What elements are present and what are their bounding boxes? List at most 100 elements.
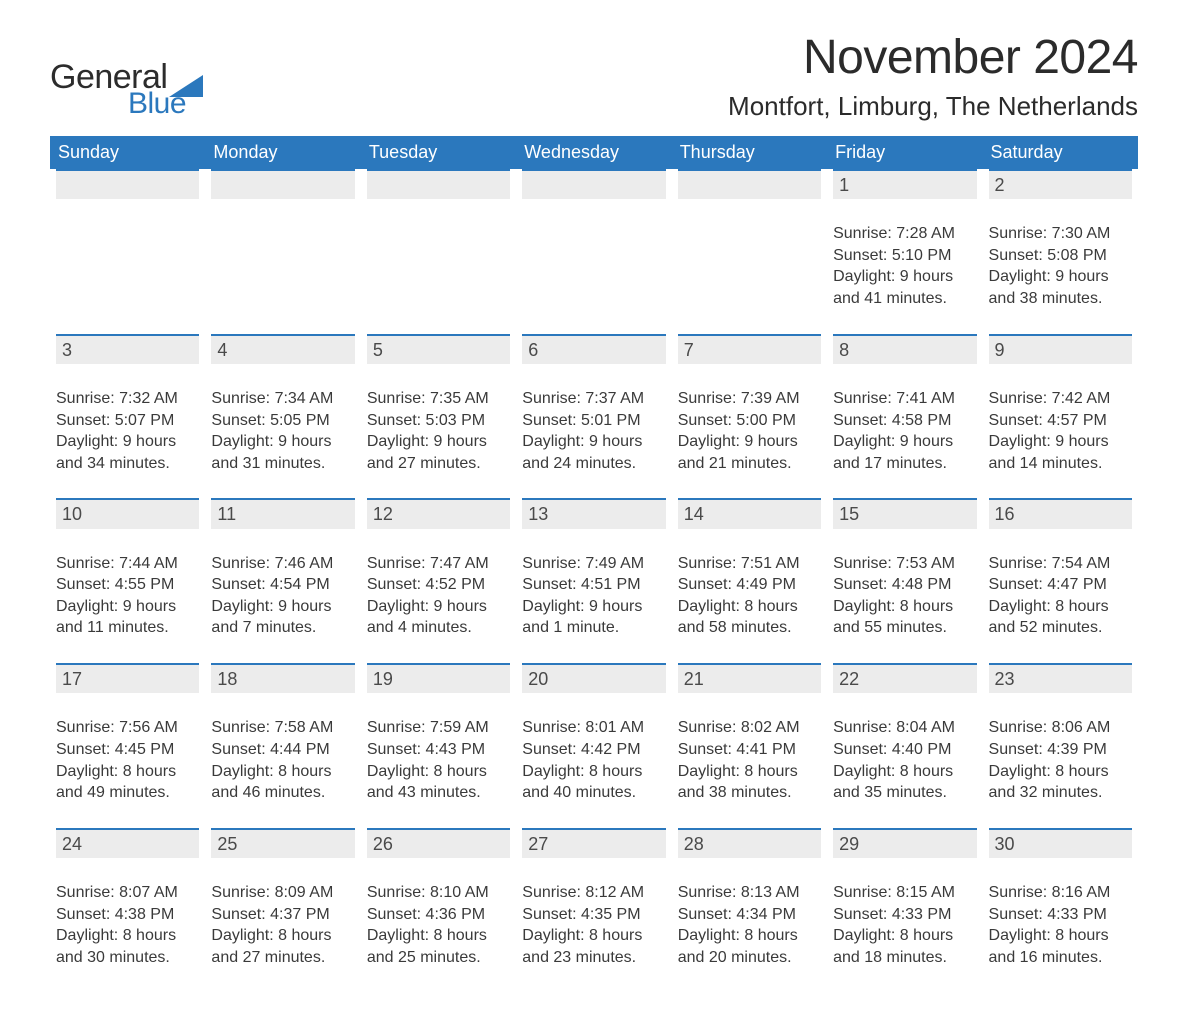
day-sunrise: Sunrise: 7:42 AM (989, 388, 1132, 410)
page-title: November 2024 (728, 30, 1138, 85)
day-sunset: Sunset: 4:48 PM (833, 574, 976, 596)
day-dl1: Daylight: 8 hours (367, 761, 510, 783)
day-number (56, 169, 199, 199)
day-sunrise: Sunrise: 8:10 AM (367, 882, 510, 904)
day-dl2: and 24 minutes. (522, 453, 665, 475)
day-sunrise: Sunrise: 8:12 AM (522, 882, 665, 904)
calendar-daynum-cell: 28 (672, 828, 827, 882)
day-dl1: Daylight: 8 hours (989, 761, 1132, 783)
day-dl1: Daylight: 8 hours (522, 925, 665, 947)
day-dl2: and 16 minutes. (989, 947, 1132, 969)
calendar-day-cell: Sunrise: 7:47 AMSunset: 4:52 PMDaylight:… (361, 553, 516, 663)
calendar-day-cell: Sunrise: 8:10 AMSunset: 4:36 PMDaylight:… (361, 882, 516, 992)
calendar-daynum-cell: 3 (50, 334, 205, 388)
calendar-day-header: Tuesday (361, 136, 516, 169)
day-sunrise: Sunrise: 8:04 AM (833, 717, 976, 739)
day-dl1: Daylight: 9 hours (989, 266, 1132, 288)
day-dl2: and 46 minutes. (211, 782, 354, 804)
day-sunrise: Sunrise: 8:02 AM (678, 717, 821, 739)
calendar-day-cell (50, 223, 205, 333)
day-number (211, 169, 354, 199)
day-sunset: Sunset: 4:36 PM (367, 904, 510, 926)
day-sunset: Sunset: 4:39 PM (989, 739, 1132, 761)
calendar-daynum-cell: 22 (827, 663, 982, 717)
calendar-daynum-cell: 27 (516, 828, 671, 882)
day-sunrise: Sunrise: 7:39 AM (678, 388, 821, 410)
calendar-day-cell: Sunrise: 7:32 AMSunset: 5:07 PMDaylight:… (50, 388, 205, 498)
day-dl1: Daylight: 8 hours (367, 925, 510, 947)
calendar-daynum-cell: 4 (205, 334, 360, 388)
day-sunset: Sunset: 5:01 PM (522, 410, 665, 432)
day-dl2: and 7 minutes. (211, 617, 354, 639)
calendar-daynum-cell: 25 (205, 828, 360, 882)
calendar-daynum-row: 3456789 (50, 334, 1138, 388)
day-sunset: Sunset: 4:33 PM (833, 904, 976, 926)
day-number: 20 (522, 663, 665, 693)
calendar-day-header: Thursday (672, 136, 827, 169)
day-dl1: Daylight: 8 hours (678, 925, 821, 947)
day-dl2: and 23 minutes. (522, 947, 665, 969)
day-number: 4 (211, 334, 354, 364)
calendar-daynum-cell: 2 (983, 169, 1138, 223)
day-dl2: and 32 minutes. (989, 782, 1132, 804)
calendar-day-cell: Sunrise: 8:15 AMSunset: 4:33 PMDaylight:… (827, 882, 982, 992)
calendar-day-cell: Sunrise: 7:28 AMSunset: 5:10 PMDaylight:… (827, 223, 982, 333)
day-sunset: Sunset: 5:05 PM (211, 410, 354, 432)
day-dl2: and 1 minute. (522, 617, 665, 639)
calendar-day-cell: Sunrise: 8:07 AMSunset: 4:38 PMDaylight:… (50, 882, 205, 992)
calendar-daynum-cell: 23 (983, 663, 1138, 717)
day-sunrise: Sunrise: 8:15 AM (833, 882, 976, 904)
day-sunrise: Sunrise: 8:09 AM (211, 882, 354, 904)
day-dl1: Daylight: 8 hours (833, 761, 976, 783)
calendar-daynum-cell: 14 (672, 498, 827, 552)
day-dl1: Daylight: 9 hours (56, 431, 199, 453)
calendar-daynum-cell: 24 (50, 828, 205, 882)
day-number (367, 169, 510, 199)
day-dl2: and 27 minutes. (211, 947, 354, 969)
day-sunset: Sunset: 4:51 PM (522, 574, 665, 596)
day-dl2: and 18 minutes. (833, 947, 976, 969)
day-dl2: and 25 minutes. (367, 947, 510, 969)
calendar-daynum-cell: 11 (205, 498, 360, 552)
day-sunset: Sunset: 4:49 PM (678, 574, 821, 596)
calendar-day-cell: Sunrise: 8:16 AMSunset: 4:33 PMDaylight:… (983, 882, 1138, 992)
calendar-day-cell: Sunrise: 7:42 AMSunset: 4:57 PMDaylight:… (983, 388, 1138, 498)
day-sunset: Sunset: 4:41 PM (678, 739, 821, 761)
header-row: General Blue November 2024 Montfort, Lim… (50, 30, 1138, 136)
day-number (678, 169, 821, 199)
day-dl2: and 40 minutes. (522, 782, 665, 804)
day-sunrise: Sunrise: 7:56 AM (56, 717, 199, 739)
day-sunset: Sunset: 4:44 PM (211, 739, 354, 761)
day-dl1: Daylight: 9 hours (522, 431, 665, 453)
calendar-daynum-cell (205, 169, 360, 223)
calendar-daynum-row: 24252627282930 (50, 828, 1138, 882)
calendar-daynum-cell: 9 (983, 334, 1138, 388)
day-sunrise: Sunrise: 8:06 AM (989, 717, 1132, 739)
day-number: 1 (833, 169, 976, 199)
day-dl2: and 55 minutes. (833, 617, 976, 639)
calendar-day-cell (361, 223, 516, 333)
day-number: 10 (56, 498, 199, 528)
calendar-day-cell: Sunrise: 7:56 AMSunset: 4:45 PMDaylight:… (50, 717, 205, 827)
day-sunrise: Sunrise: 7:47 AM (367, 553, 510, 575)
day-sunrise: Sunrise: 7:59 AM (367, 717, 510, 739)
calendar-day-header: Sunday (50, 136, 205, 169)
day-sunset: Sunset: 5:07 PM (56, 410, 199, 432)
day-dl1: Daylight: 8 hours (833, 925, 976, 947)
calendar-day-cell: Sunrise: 7:59 AMSunset: 4:43 PMDaylight:… (361, 717, 516, 827)
day-dl1: Daylight: 9 hours (678, 431, 821, 453)
day-sunset: Sunset: 4:35 PM (522, 904, 665, 926)
page-subtitle: Montfort, Limburg, The Netherlands (728, 91, 1138, 122)
day-dl1: Daylight: 8 hours (211, 925, 354, 947)
calendar-daynum-cell: 6 (516, 334, 671, 388)
day-sunset: Sunset: 4:40 PM (833, 739, 976, 761)
day-number: 3 (56, 334, 199, 364)
calendar-daynum-cell: 5 (361, 334, 516, 388)
day-number: 14 (678, 498, 821, 528)
day-dl1: Daylight: 9 hours (989, 431, 1132, 453)
day-number: 12 (367, 498, 510, 528)
day-number: 17 (56, 663, 199, 693)
calendar-daynum-cell: 21 (672, 663, 827, 717)
calendar-daynum-cell: 8 (827, 334, 982, 388)
day-sunrise: Sunrise: 8:16 AM (989, 882, 1132, 904)
